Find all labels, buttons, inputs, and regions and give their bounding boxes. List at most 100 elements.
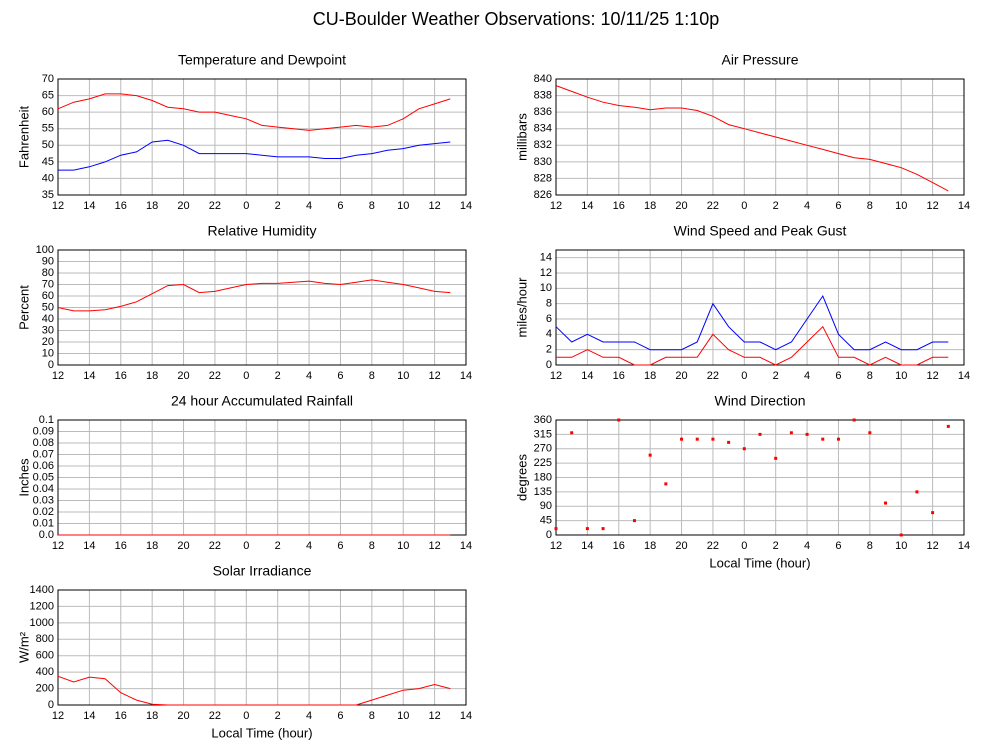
x-tick-label: 8: [369, 540, 375, 552]
y-tick-label: 832: [534, 139, 552, 151]
y-tick-label: 0: [48, 699, 54, 711]
x-tick-label: 14: [958, 540, 970, 552]
x-tick-label: 6: [337, 370, 343, 382]
y-tick-label: 12: [540, 267, 552, 279]
data-point: [601, 527, 605, 531]
x-tick-label: 2: [275, 710, 281, 722]
y-axis-label: Percent: [16, 285, 31, 330]
y-tick-label: 0.0: [39, 529, 54, 541]
y-tick-label: 838: [534, 89, 552, 101]
y-tick-label: 35: [42, 189, 54, 201]
x-tick-label: 10: [397, 710, 409, 722]
x-tick-label: 14: [460, 710, 472, 722]
data-point: [868, 431, 872, 435]
y-axis-label: degrees: [514, 454, 529, 501]
x-tick-label: 16: [613, 370, 625, 382]
x-tick-label: 8: [369, 200, 375, 212]
x-tick-label: 22: [209, 370, 221, 382]
y-tick-label: 2: [546, 344, 552, 356]
y-axis-label: W/m²: [16, 631, 31, 663]
x-tick-label: 22: [209, 200, 221, 212]
x-tick-label: 8: [369, 710, 375, 722]
y-tick-label: 600: [36, 650, 54, 662]
y-tick-label: 828: [534, 172, 552, 184]
x-tick-label: 16: [613, 540, 625, 552]
x-tick-label: 10: [397, 200, 409, 212]
x-tick-label: 22: [209, 540, 221, 552]
y-tick-label: 0.02: [33, 506, 54, 518]
data-point: [758, 432, 762, 436]
x-tick-label: 8: [867, 540, 873, 552]
x-tick-label: 0: [741, 200, 747, 212]
y-tick-label: 0.08: [33, 437, 54, 449]
y-tick-label: 45: [540, 515, 552, 527]
x-tick-label: 8: [867, 200, 873, 212]
data-point: [915, 490, 919, 494]
y-tick-label: 270: [534, 443, 552, 455]
x-tick-label: 4: [306, 370, 312, 382]
x-tick-label: 2: [275, 540, 281, 552]
chart-title: Wind Speed and Peak Gust: [674, 223, 847, 239]
x-tick-label: 20: [177, 200, 189, 212]
data-point: [648, 453, 652, 457]
x-tick-label: 14: [460, 200, 472, 212]
data-line: [555, 294, 949, 351]
y-tick-label: 0: [48, 359, 54, 371]
y-tick-label: 0: [546, 529, 552, 541]
data-point: [774, 456, 778, 460]
x-tick-label: 14: [581, 370, 593, 382]
x-tick-label: 6: [835, 200, 841, 212]
x-tick-label: 8: [369, 370, 375, 382]
x-tick-label: 18: [146, 540, 158, 552]
x-tick-label: 16: [115, 540, 127, 552]
y-tick-label: 830: [534, 156, 552, 168]
x-tick-label: 16: [115, 370, 127, 382]
y-axis-label: millibars: [514, 113, 529, 161]
x-tick-label: 14: [958, 200, 970, 212]
x-tick-label: 12: [52, 370, 64, 382]
y-tick-label: 834: [534, 123, 552, 135]
y-tick-label: 10: [540, 282, 552, 294]
y-tick-label: 0.03: [33, 494, 54, 506]
chart-title: Solar Irradiance: [213, 563, 312, 579]
x-tick-label: 4: [306, 710, 312, 722]
x-tick-label: 12: [550, 200, 562, 212]
y-axis-label: Fahrenheit: [16, 106, 31, 169]
x-tick-label: 2: [275, 370, 281, 382]
y-tick-label: 70: [42, 73, 54, 85]
y-tick-label: 4: [546, 328, 552, 340]
x-tick-label: 14: [581, 200, 593, 212]
y-tick-label: 0: [546, 359, 552, 371]
chart-title: Temperature and Dewpoint: [178, 52, 346, 68]
x-tick-label: 14: [83, 200, 95, 212]
data-point: [711, 437, 715, 441]
y-tick-label: 0.1: [39, 414, 54, 426]
x-axis-label: Local Time (hour): [709, 555, 810, 570]
x-tick-label: 0: [243, 200, 249, 212]
plot-frame: [555, 78, 965, 196]
y-tick-label: 20: [42, 336, 54, 348]
y-tick-label: 14: [540, 252, 552, 264]
x-tick-label: 4: [306, 540, 312, 552]
chart-title: Relative Humidity: [208, 223, 317, 239]
y-tick-label: 60: [42, 106, 54, 118]
x-tick-label: 22: [707, 200, 719, 212]
data-point: [946, 424, 950, 428]
x-tick-label: 6: [337, 710, 343, 722]
x-tick-label: 10: [397, 540, 409, 552]
x-tick-label: 12: [52, 540, 64, 552]
data-point: [570, 431, 574, 435]
x-tick-label: 12: [428, 540, 440, 552]
x-tick-label: 22: [707, 540, 719, 552]
x-tick-label: 20: [675, 370, 687, 382]
y-tick-label: 0.09: [33, 425, 54, 437]
y-tick-label: 225: [534, 457, 552, 469]
x-tick-label: 14: [83, 370, 95, 382]
x-tick-label: 12: [52, 710, 64, 722]
data-point: [821, 437, 825, 441]
x-tick-label: 8: [867, 370, 873, 382]
data-point: [680, 437, 684, 441]
y-tick-label: 0.01: [33, 517, 54, 529]
x-tick-label: 12: [428, 370, 440, 382]
